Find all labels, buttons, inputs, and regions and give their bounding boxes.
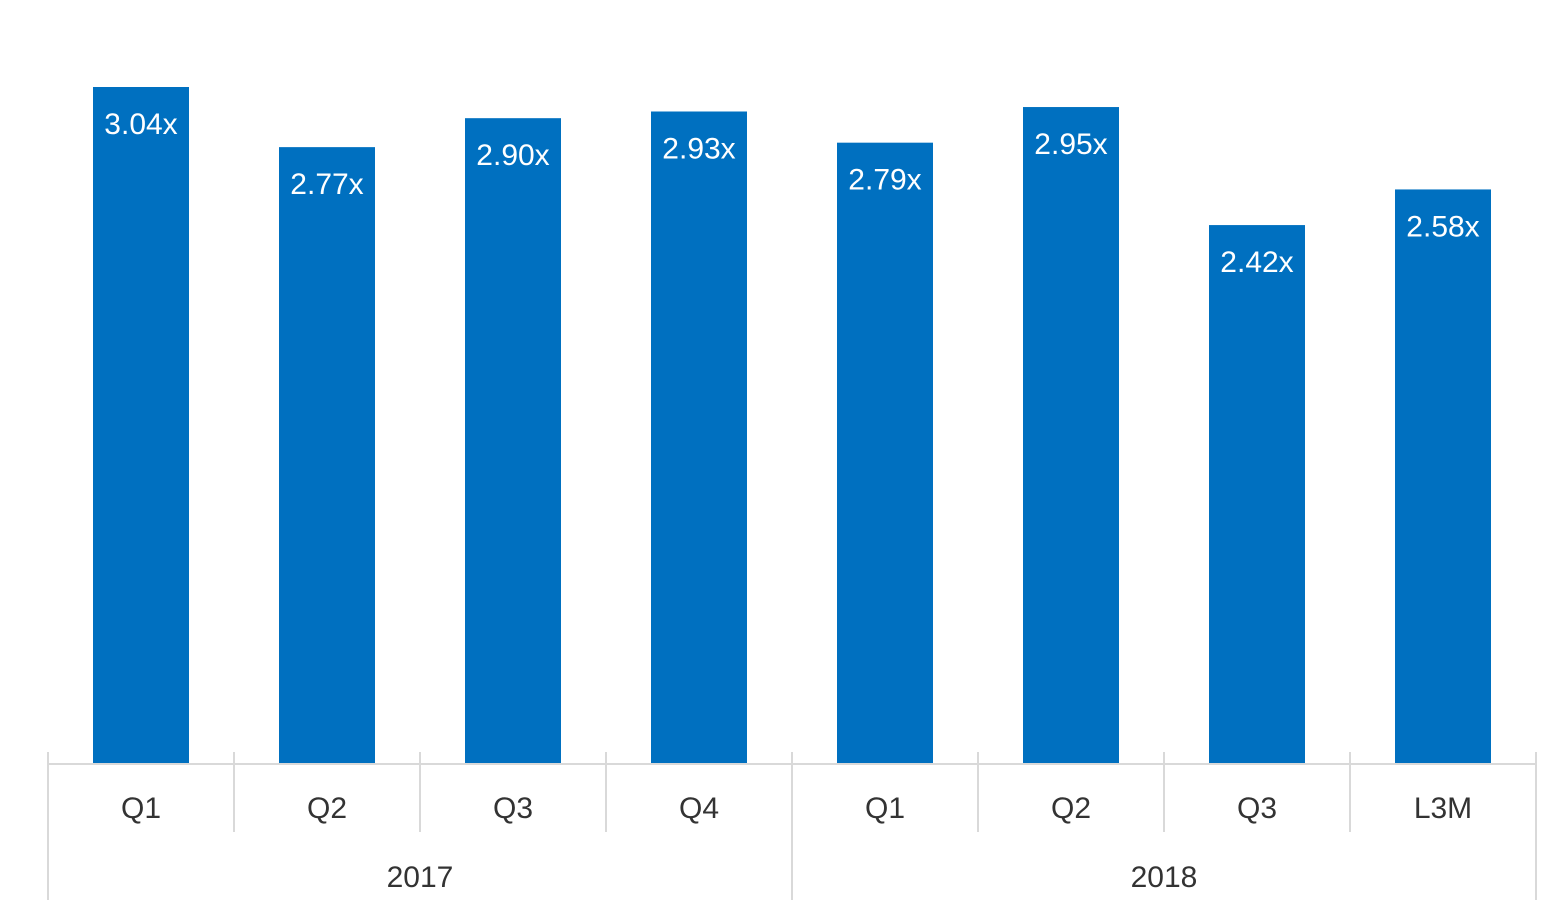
- x-group-label: 2018: [1131, 861, 1198, 894]
- bar-3: [465, 118, 561, 765]
- x-tick-label: L3M: [1414, 792, 1472, 825]
- data-label-1: 3.04x: [104, 108, 177, 141]
- x-tick-label: Q2: [1051, 792, 1091, 825]
- bar-4: [651, 111, 747, 765]
- x-tick-label: Q2: [307, 792, 347, 825]
- x-tick-label: Q1: [865, 792, 905, 825]
- x-tick-labels: Q1 Q2 Q3 Q4 Q1 Q2 Q3 L3M: [121, 792, 1472, 825]
- data-label-4: 2.93x: [662, 132, 735, 165]
- data-label-8: 2.58x: [1406, 210, 1479, 243]
- x-axis: [47, 752, 1537, 900]
- bar-5: [837, 142, 933, 765]
- data-label-2: 2.77x: [290, 168, 363, 201]
- data-label-6: 2.95x: [1034, 128, 1107, 161]
- bar-6: [1023, 107, 1119, 764]
- x-tick-label: Q1: [121, 792, 161, 825]
- data-label-3: 2.90x: [476, 139, 549, 172]
- bars-layer: 3.04x 2.77x 2.90x 2.93x 2.79x 2.95x 2.42x 2.58x: [93, 87, 1491, 765]
- bar-2: [279, 147, 375, 764]
- x-tick-label: Q3: [493, 792, 533, 825]
- data-label-5: 2.79x: [848, 164, 921, 197]
- x-group-label: 2017: [387, 861, 454, 894]
- x-tick-label: Q4: [679, 792, 719, 825]
- x-tick-label: Q3: [1237, 792, 1277, 825]
- bar-7: [1209, 225, 1305, 764]
- bar-8: [1395, 189, 1491, 764]
- bar-1: [93, 87, 189, 764]
- data-label-7: 2.42x: [1220, 246, 1293, 279]
- x-group-labels: 2017 2018: [387, 861, 1198, 894]
